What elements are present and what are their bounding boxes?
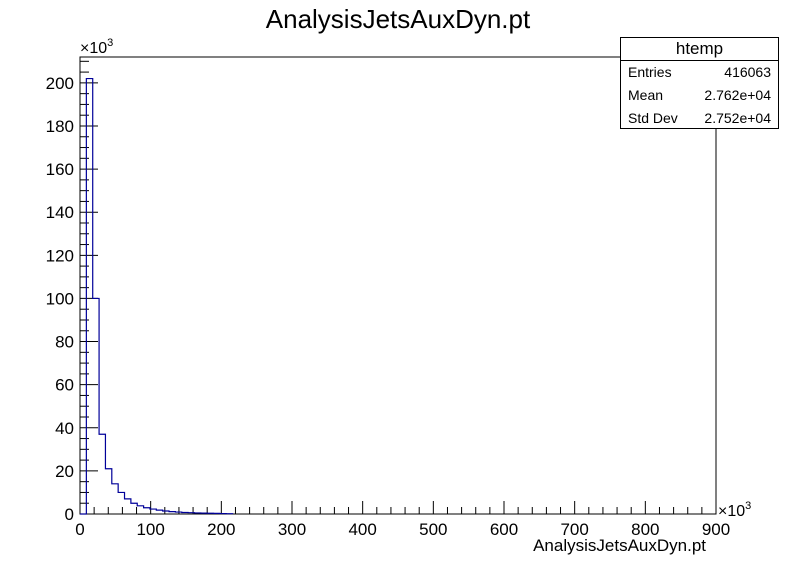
- x-tick-label: 800: [631, 520, 659, 539]
- x-tick-label: 100: [136, 520, 164, 539]
- stats-row-mean: Mean 2.762e+04: [621, 84, 778, 107]
- y-tick-label: 80: [55, 333, 74, 352]
- x-tick-label: 300: [278, 520, 306, 539]
- stats-label: Std Dev: [628, 110, 678, 126]
- y-tick-label: 0: [65, 505, 74, 524]
- y-axis-multiplier: ×103: [80, 37, 113, 57]
- y-tick-label: 60: [55, 376, 74, 395]
- y-tick-label: 40: [55, 419, 74, 438]
- y-tick-label: 120: [46, 246, 74, 265]
- x-tick-label: 0: [75, 520, 84, 539]
- stats-box: htemp Entries 416063 Mean 2.762e+04 Std …: [620, 37, 779, 129]
- stats-value: 2.762e+04: [704, 87, 771, 103]
- stats-box-title: htemp: [621, 38, 778, 61]
- y-tick-label: 20: [55, 462, 74, 481]
- stats-row-stddev: Std Dev 2.752e+04: [621, 107, 778, 130]
- stats-label: Entries: [628, 64, 672, 80]
- chart-title: AnalysisJetsAuxDyn.pt: [265, 4, 531, 34]
- histogram-series: [80, 77, 234, 515]
- y-axis: 0 20 40 60 80 100 120 140 160 180 200: [46, 60, 98, 524]
- y-tick-label: 100: [46, 289, 74, 308]
- x-axis: 0 100 200 300 400 500 600 700 800 900: [75, 501, 730, 539]
- y-tick-label: 160: [46, 160, 74, 179]
- x-tick-label: 200: [207, 520, 235, 539]
- y-tick-label: 180: [46, 117, 74, 136]
- x-tick-label: 400: [348, 520, 376, 539]
- stats-value: 2.752e+04: [704, 110, 771, 126]
- stats-row-entries: Entries 416063: [621, 61, 778, 84]
- y-tick-label: 140: [46, 203, 74, 222]
- x-tick-label: 900: [702, 520, 730, 539]
- x-tick-label: 600: [490, 520, 518, 539]
- plot-frame: [79, 56, 717, 515]
- stats-label: Mean: [628, 87, 664, 103]
- x-axis-multiplier: ×103: [718, 500, 751, 520]
- y-tick-label: 200: [46, 74, 74, 93]
- stats-value: 416063: [724, 64, 771, 80]
- x-tick-label: 500: [419, 520, 447, 539]
- x-axis-title: AnalysisJetsAuxDyn.pt: [533, 536, 706, 555]
- x-tick-label: 700: [560, 520, 588, 539]
